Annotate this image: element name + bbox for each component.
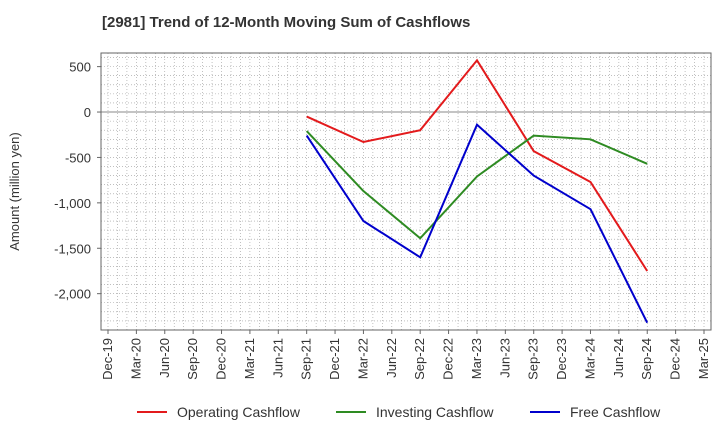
legend-label-free: Free Cashflow [570, 404, 661, 420]
x-tick-label: Dec-19 [100, 338, 115, 380]
x-tick-label: Sep-21 [299, 338, 314, 380]
y-tick-label: 500 [69, 60, 91, 75]
plot-frame [100, 52, 712, 331]
x-tick-label: Sep-22 [412, 338, 427, 380]
legend-swatch-free [530, 411, 560, 413]
x-tick-label: Jun-22 [384, 338, 399, 378]
plot-area [101, 53, 711, 330]
x-tick-label: Dec-21 [327, 338, 342, 380]
chart-title: [2981] Trend of 12-Month Moving Sum of C… [102, 14, 471, 31]
x-tick-label: Jun-20 [157, 338, 172, 378]
x-tick-label: Sep-20 [185, 338, 200, 380]
series-line-operating-cashflow [306, 58, 649, 272]
x-tick-label: Mar-20 [128, 338, 143, 379]
x-tick-label: Mar-24 [582, 338, 597, 379]
y-tick-label: -1,000 [54, 196, 91, 211]
x-tick-label: Dec-22 [441, 338, 456, 380]
y-axis-label: Amount (million yen) [7, 132, 22, 251]
x-tick-label: Mar-25 [696, 338, 711, 379]
x-tick-label: Jun-21 [270, 338, 285, 378]
line-chart: 500 0 -500 -1,000 -1,500 -2,000 Amount (millio… [7, 52, 712, 380]
x-tick-label: Dec-23 [554, 338, 569, 380]
x-tick-label: Dec-24 [668, 338, 683, 380]
series-line-investing-cashflow [305, 130, 648, 240]
legend-swatch-investing [336, 411, 366, 413]
series-line-free-cashflow [305, 123, 649, 324]
legend: Operating Cashflow Investing Cashflow Fr… [0, 404, 720, 426]
y-tick-label: 0 [84, 105, 91, 120]
y-tick-label: -500 [65, 150, 91, 165]
x-tick-label: Mar-22 [355, 338, 370, 379]
x-tick-label: Sep-24 [639, 338, 654, 380]
y-tick-label: -1,500 [54, 241, 91, 256]
legend-label-investing: Investing Cashflow [376, 404, 494, 420]
legend-swatch-operating [137, 411, 167, 413]
x-tick-label: Sep-23 [526, 338, 541, 380]
legend-label-operating: Operating Cashflow [177, 404, 300, 420]
legend-item-investing: Investing Cashflow [336, 404, 494, 420]
x-tick-label: Dec-20 [214, 338, 229, 380]
y-tick-label: -2,000 [54, 287, 91, 302]
legend-item-operating: Operating Cashflow [137, 404, 300, 420]
x-tick-label: Mar-23 [469, 338, 484, 379]
x-tick-label: Jun-23 [497, 338, 512, 378]
x-tick-label: Jun-24 [611, 338, 626, 378]
x-tick-label: Mar-21 [242, 338, 257, 379]
legend-item-free: Free Cashflow [530, 404, 660, 420]
